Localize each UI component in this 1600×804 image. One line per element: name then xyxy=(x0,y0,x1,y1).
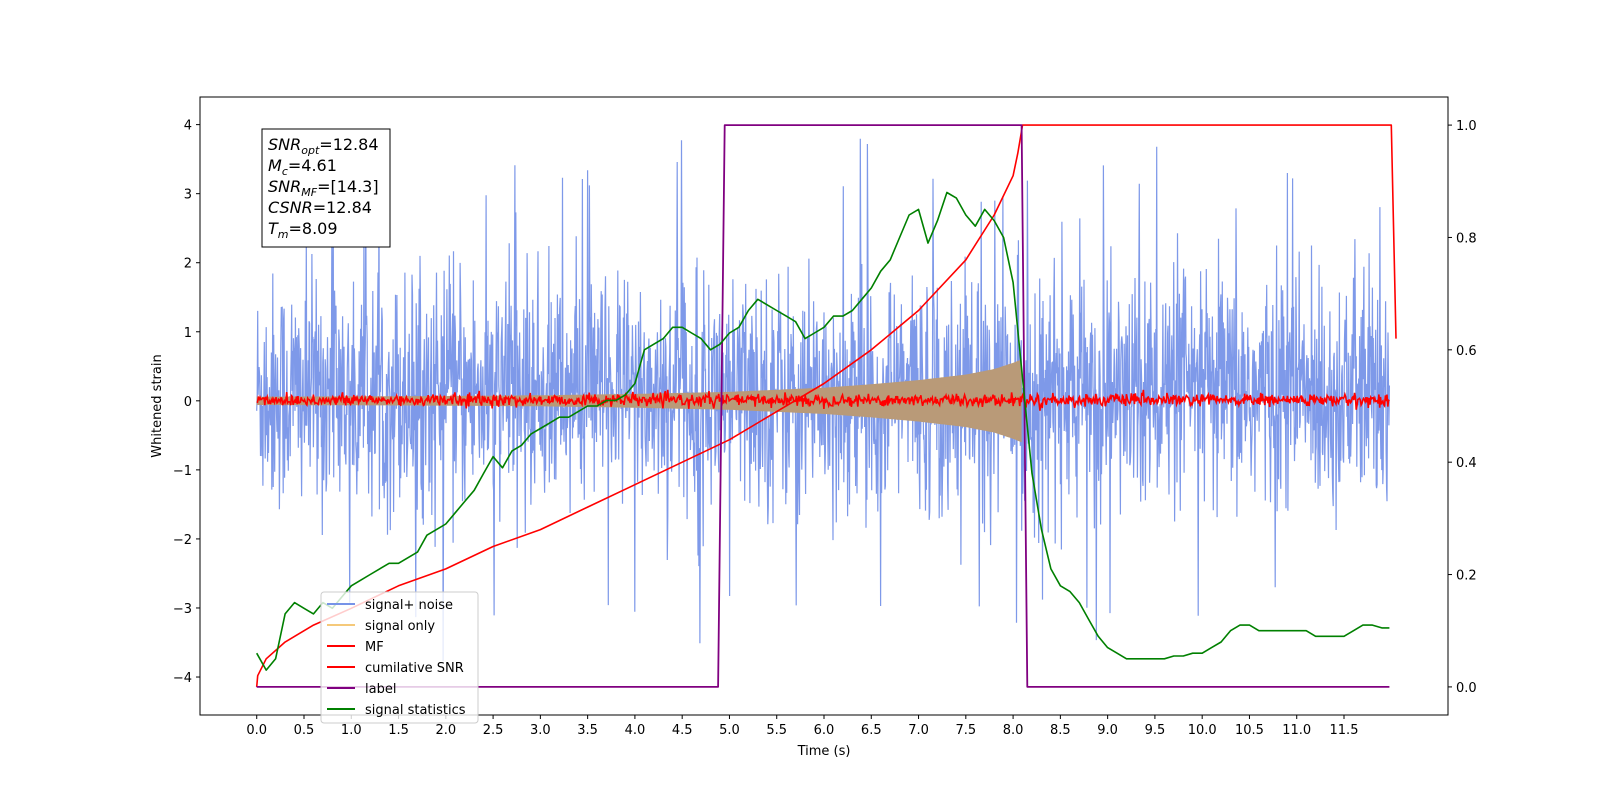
x-tick-label: 0.5 xyxy=(294,723,315,738)
y-axis-label: Whitened strain xyxy=(150,354,165,457)
series-signal-statistics xyxy=(256,191,1390,671)
annotation-line: Tm=8.09 xyxy=(268,219,338,241)
x-axis-label: Time (s) xyxy=(797,744,851,759)
legend-label: signal+ noise xyxy=(365,598,453,613)
x-tick-label: 8.0 xyxy=(1003,723,1024,738)
y2-tick-label: 0.8 xyxy=(1456,231,1477,246)
x-axis: 0.0 0.5 1.0 1.5 2.0 2.5 3.0 3.5 4.0 4.5 5.0 5.5 6.0 6… xyxy=(246,715,1358,738)
plot-area xyxy=(255,124,1397,688)
x-tick-label: 1.5 xyxy=(388,723,409,738)
x-tick-label: 7.5 xyxy=(955,723,976,738)
annotation-line: SNRMF=[14.3] xyxy=(268,177,379,199)
annotation-line: Mc=4.61 xyxy=(268,156,337,178)
y-tick-label: 0 xyxy=(184,395,192,410)
x-tick-label: 10.5 xyxy=(1235,723,1264,738)
annotation-line: SNRopt=12.84 xyxy=(268,135,379,157)
legend-label: MF xyxy=(365,640,384,655)
y2-tick-label: 0.4 xyxy=(1456,456,1477,471)
x-tick-label: 7.0 xyxy=(908,723,929,738)
series-mf xyxy=(256,389,1390,411)
y-tick-label: −1 xyxy=(173,464,192,479)
legend-label: label xyxy=(365,682,396,697)
x-tick-label: 6.0 xyxy=(814,723,835,738)
x-tick-label: 5.5 xyxy=(766,723,787,738)
x-tick-label: 10.0 xyxy=(1188,723,1217,738)
y-tick-label: −2 xyxy=(173,533,192,548)
y-tick-label: 3 xyxy=(184,188,192,203)
x-tick-label: 11.0 xyxy=(1282,723,1311,738)
x-tick-label: 3.5 xyxy=(577,723,598,738)
x-tick-label: 2.5 xyxy=(483,723,504,738)
snr-annotation-box: SNRopt=12.84Mc=4.61SNRMF=[14.3]CSNR=12.8… xyxy=(261,128,391,248)
x-tick-label: 6.5 xyxy=(861,723,882,738)
y-axis-right: 0.0 0.2 0.4 0.6 0.8 1.0 xyxy=(1448,119,1477,696)
y-tick-label: 2 xyxy=(184,257,192,272)
y-axis-left: −4 −3 −2 −1 0 1 2 3 4 xyxy=(173,119,200,686)
y2-tick-label: 1.0 xyxy=(1456,119,1477,134)
legend-label: signal only xyxy=(365,619,435,634)
x-tick-label: 9.0 xyxy=(1097,723,1118,738)
x-tick-label: 4.0 xyxy=(625,723,646,738)
y-tick-label: 1 xyxy=(184,326,192,341)
x-tick-label: 8.5 xyxy=(1050,723,1071,738)
x-tick-label: 1.0 xyxy=(341,723,362,738)
x-tick-label: 5.0 xyxy=(719,723,740,738)
series-cumulative-snr xyxy=(255,124,1397,687)
x-tick-label: 2.0 xyxy=(435,723,456,738)
legend: signal+ noise signal only MF cumilative SNR… xyxy=(320,591,479,724)
series-signal-plus-noise xyxy=(256,138,1390,662)
x-tick-label: 0.0 xyxy=(246,723,267,738)
legend-label: signal statistics xyxy=(365,703,466,718)
legend-label: cumilative SNR xyxy=(365,661,464,676)
x-tick-label: 4.5 xyxy=(672,723,693,738)
x-tick-label: 11.5 xyxy=(1330,723,1359,738)
annotation-frame xyxy=(261,128,391,248)
y-tick-label: −4 xyxy=(173,671,192,686)
y-tick-label: 4 xyxy=(184,119,192,134)
y2-tick-label: 0.6 xyxy=(1456,344,1477,359)
x-tick-label: 3.0 xyxy=(530,723,551,738)
x-tick-label: 9.5 xyxy=(1145,723,1166,738)
y-tick-label: −3 xyxy=(173,602,192,617)
y2-tick-label: 0.2 xyxy=(1456,569,1477,584)
annotation-line: CSNR=12.84 xyxy=(268,198,372,217)
series-label xyxy=(256,124,1390,688)
legend-frame xyxy=(320,591,479,724)
y2-tick-label: 0.0 xyxy=(1456,681,1477,696)
